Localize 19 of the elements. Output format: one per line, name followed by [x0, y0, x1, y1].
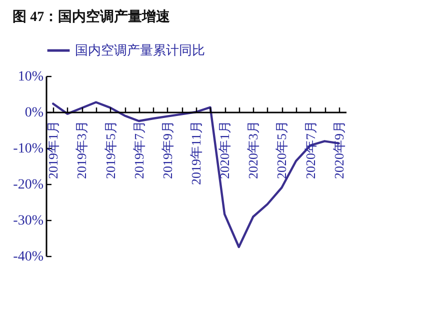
- y-tick-label: -40%: [13, 250, 44, 264]
- x-tick-label: 2019年1月: [46, 120, 61, 179]
- legend-label: 国内空调产量累计同比: [75, 42, 205, 58]
- x-tick-label: 2020年3月: [246, 120, 261, 179]
- chart-title: 图 47：国内空调产量增速: [12, 8, 172, 25]
- x-tick-label: 2019年7月: [131, 120, 146, 179]
- x-tick-label: 2019年9月: [160, 120, 175, 179]
- x-tick-label: 2019年5月: [102, 120, 118, 179]
- x-tick-label: 2020年5月: [274, 120, 290, 179]
- x-tick-label: 2020年1月: [217, 120, 232, 179]
- x-tick-label: 2019年11月: [188, 120, 204, 186]
- x-tick-label: 2020年9月: [331, 120, 346, 179]
- y-tick-label: 10%: [18, 70, 44, 84]
- y-tick-label: -30%: [13, 214, 44, 228]
- x-tick-label: 2019年3月: [74, 120, 90, 179]
- y-tick-label: -20%: [13, 178, 44, 192]
- y-tick-label: -10%: [13, 142, 44, 156]
- y-tick-label: 0%: [24, 106, 44, 120]
- x-tick-label: 2020年7月: [302, 120, 318, 179]
